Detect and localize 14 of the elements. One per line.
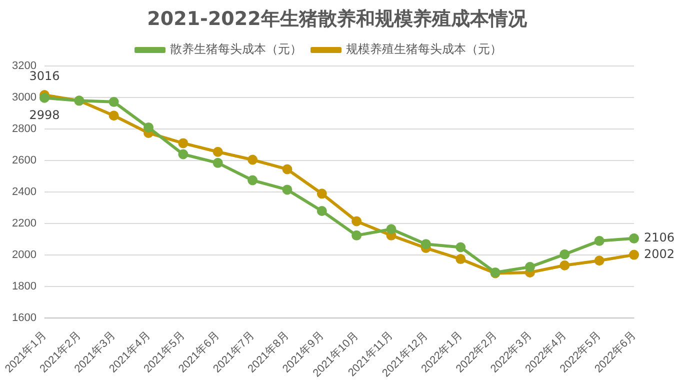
data-label: 2998: [29, 108, 60, 122]
y-tick-label: 1600: [12, 312, 36, 324]
y-tick-label: 2600: [12, 154, 36, 167]
y-tick-label: 2400: [12, 186, 36, 198]
legend-label: 规模养殖生猪每头成本（元）: [346, 42, 502, 56]
y-tick-label: 3000: [12, 92, 36, 104]
y-tick-label: 1800: [12, 280, 36, 293]
y-tick-label: 2200: [12, 218, 36, 230]
data-label: 2002: [644, 246, 674, 261]
chart-title: 2021-2022年生猪散养和规模养殖成本情况: [146, 7, 528, 32]
legend-label: 散养生猪每头成本（元）: [170, 42, 302, 56]
data-label: 2106: [644, 230, 674, 245]
y-tick-label: 2000: [12, 249, 36, 262]
y-tick-label: 2800: [12, 123, 36, 136]
